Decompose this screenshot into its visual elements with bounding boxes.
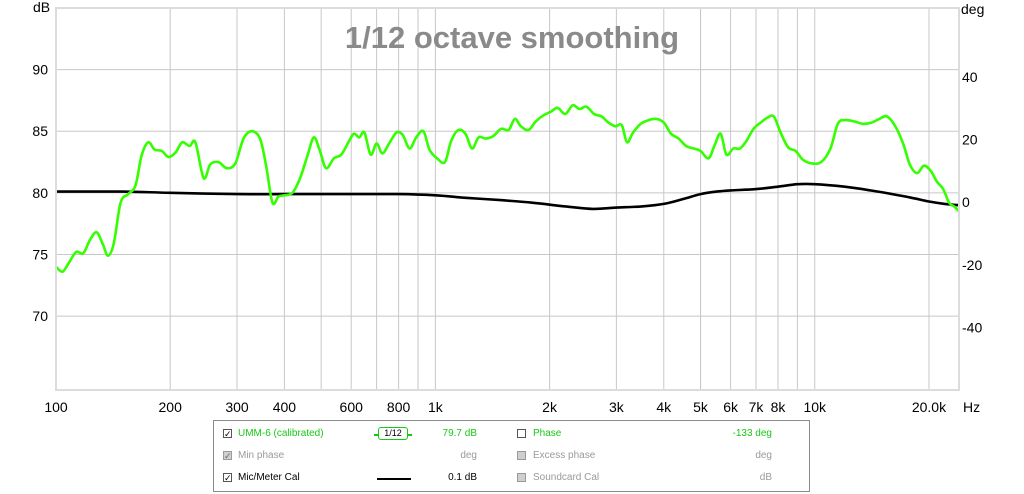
- legend-row-umm6: ✓ UMM-6 (calibrated) 1/12 79.7 dB Phase …: [214, 425, 809, 445]
- x-tick-label: 3k: [609, 399, 625, 415]
- y-right-tick-label: 40: [962, 69, 978, 85]
- umm6-checkbox[interactable]: ✓: [223, 429, 232, 439]
- x-tick-label: 800: [387, 399, 411, 415]
- min-phase-label: Min phase: [238, 450, 285, 461]
- x-tick-label: 100: [44, 399, 68, 415]
- x-tick-label: 600: [340, 399, 364, 415]
- excess-phase-value: deg: [755, 450, 772, 461]
- x-tick-label: 20.0k: [912, 399, 947, 415]
- x-tick-label: 2k: [542, 399, 558, 415]
- legend-row-min-phase: ✓ Min phase deg Excess phase deg: [214, 447, 809, 467]
- smoothing-selector[interactable]: 1/12: [378, 427, 408, 440]
- x-tick-label: 10k: [803, 399, 827, 415]
- soundcard-cal-checkbox[interactable]: [517, 473, 526, 482]
- chart-title: 1/12 octave smoothing: [345, 20, 679, 55]
- soundcard-cal-value: dB: [759, 472, 772, 483]
- mic-cal-value: 0.1 dB: [448, 472, 477, 483]
- x-tick-label: 5k: [693, 399, 709, 415]
- excess-phase-checkbox[interactable]: [517, 451, 526, 460]
- y-left-tick-label: 90: [32, 62, 48, 78]
- y-right-tick-label: -40: [962, 319, 982, 335]
- x-tick-label: 6k: [723, 399, 739, 415]
- y-right-tick-label: 0: [962, 194, 970, 210]
- y-left-tick-label: 70: [32, 308, 48, 324]
- x-tick-label: 400: [273, 399, 297, 415]
- min-phase-value: deg: [460, 450, 477, 461]
- x-tick-label: 4k: [656, 399, 672, 415]
- mic-cal-line: [54, 182, 961, 211]
- x-unit: Hz: [963, 399, 980, 415]
- mic-cal-checkbox[interactable]: ✓: [223, 473, 232, 483]
- phase-checkbox[interactable]: [517, 429, 526, 438]
- legend-row-mic-cal: ✓ Mic/Meter Cal 0.1 dB Soundcard Cal dB: [214, 469, 809, 489]
- x-tick-label: 7k: [749, 399, 765, 415]
- umm6-label: UMM-6 (calibrated): [238, 428, 324, 439]
- umm6-value: 79.7 dB: [442, 428, 477, 439]
- x-tick-label: 1k: [428, 399, 444, 415]
- y-right-tick-label: -20: [962, 257, 982, 273]
- x-tick-label: 300: [225, 399, 249, 415]
- mic-cal-label: Mic/Meter Cal: [238, 472, 300, 483]
- x-tick-label: 200: [159, 399, 183, 415]
- umm6-response-line: [54, 103, 961, 274]
- mic-cal-swatch: [377, 478, 411, 480]
- y-right-tick-label: 20: [962, 132, 978, 148]
- y-right-unit: deg: [961, 1, 984, 17]
- plot-area[interactable]: [55, 7, 960, 391]
- soundcard-cal-label: Soundcard Cal: [533, 472, 600, 483]
- frequency-response-chart: 1/12 octave smoothing 100 200 300 400 600 800…: [32, 0, 985, 415]
- x-tick-label: 8k: [771, 399, 787, 415]
- min-phase-checkbox[interactable]: ✓: [223, 451, 232, 461]
- phase-value: -133 deg: [732, 428, 772, 439]
- excess-phase-label: Excess phase: [533, 450, 596, 461]
- y-left-unit: dB: [33, 0, 50, 15]
- y-left-tick-label: 85: [32, 123, 48, 139]
- y-left-tick-label: 80: [32, 185, 48, 201]
- phase-label: Phase: [533, 428, 562, 439]
- y-left-tick-label: 75: [32, 246, 48, 262]
- legend-panel: ✓ UMM-6 (calibrated) 1/12 79.7 dB Phase …: [213, 420, 810, 492]
